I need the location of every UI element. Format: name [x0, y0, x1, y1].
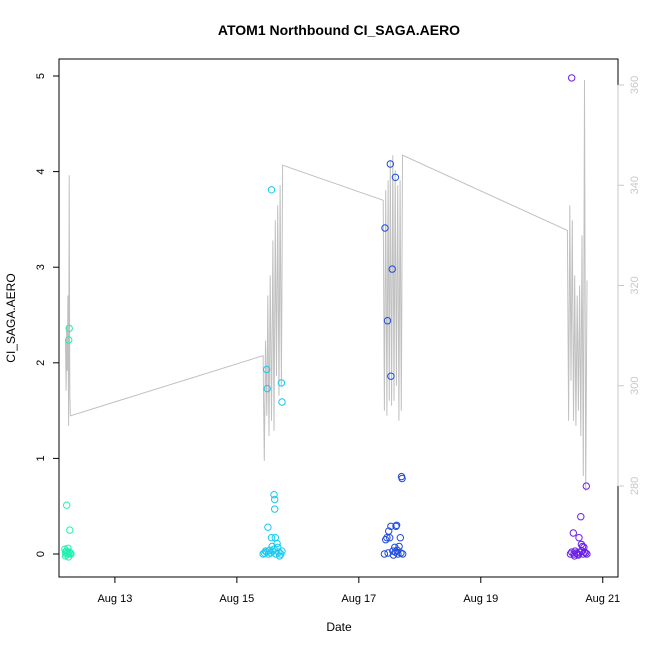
data-point: [391, 173, 400, 182]
data-point: [263, 384, 271, 393]
chart-title: ATOM1 Northbound CI_SAGA.AERO: [218, 22, 460, 38]
data-point: [271, 505, 279, 513]
data-point: [267, 534, 276, 542]
data-point: [267, 186, 276, 194]
data-point: [388, 265, 396, 273]
data-point: [275, 548, 283, 556]
data-point: [577, 513, 585, 521]
x-tick-label: Aug 13: [97, 593, 132, 605]
data-point: [270, 491, 278, 499]
data-point: [62, 501, 71, 509]
data-point: [568, 74, 576, 82]
data-point: [275, 552, 284, 560]
data-point: [395, 542, 403, 551]
secondary-y-axis: 280 300 320 340 360: [617, 76, 641, 495]
y2-tick-label: 360: [629, 76, 641, 94]
data-point: [61, 552, 70, 560]
y2-tick-label: 320: [629, 276, 641, 294]
y-tick-label: 1: [35, 455, 47, 461]
data-point: [65, 548, 73, 556]
data-point: [570, 552, 579, 560]
data-point: [399, 550, 407, 558]
x-tick-label: Aug 15: [219, 593, 254, 605]
y2-tick-label: 340: [629, 176, 641, 194]
data-point: [274, 543, 282, 551]
data-point: [583, 550, 591, 558]
data-point: [582, 549, 590, 557]
data-point: [575, 534, 583, 542]
secondary-line-layer: [65, 79, 588, 492]
y-tick-label: 3: [35, 264, 47, 270]
data-point: [394, 550, 402, 558]
data-point: [271, 495, 279, 504]
data-point: [387, 522, 395, 530]
y-tick-label: 5: [35, 73, 47, 79]
data-point: [381, 224, 389, 232]
data-point: [64, 553, 73, 561]
data-point: [264, 523, 272, 531]
y-axis-label: CI_SAGA.AERO: [4, 273, 18, 362]
data-point: [277, 379, 286, 387]
x-tick-label: Aug 17: [341, 593, 376, 605]
data-point: [262, 365, 271, 374]
y2-tick-label: 300: [629, 377, 641, 395]
y2-tick-label: 280: [629, 477, 641, 495]
data-point: [278, 398, 286, 406]
x-axis-label: Date: [326, 620, 352, 634]
y-tick-label: 4: [35, 169, 47, 175]
x-axis: Aug 13 Aug 15 Aug 17 Aug 19 Aug 21: [97, 576, 620, 605]
secondary-series-line: [65, 79, 588, 492]
data-point: [389, 551, 398, 559]
data-point: [396, 534, 404, 542]
y-axis: 0 1 2 3 4 5: [35, 73, 60, 557]
data-point: [380, 550, 389, 558]
y-tick-label: 0: [35, 551, 47, 557]
data-point: [582, 482, 590, 490]
data-point: [574, 551, 583, 559]
x-tick-label: Aug 21: [585, 593, 620, 605]
data-point: [383, 534, 391, 542]
data-point: [580, 548, 589, 556]
y-tick-label: 2: [35, 360, 47, 366]
data-point: [392, 521, 401, 529]
data-point: [267, 549, 275, 557]
data-point: [386, 160, 394, 168]
x-tick-label: Aug 19: [463, 593, 498, 605]
data-point: [569, 529, 577, 537]
data-point: [393, 546, 401, 554]
data-point: [386, 534, 394, 542]
points-layer: [61, 74, 591, 561]
data-point: [382, 536, 390, 544]
data-point: [383, 317, 392, 325]
data-point: [398, 474, 406, 483]
data-point: [66, 526, 74, 534]
data-point: [65, 336, 73, 344]
data-point: [387, 372, 395, 380]
data-point: [65, 324, 73, 333]
